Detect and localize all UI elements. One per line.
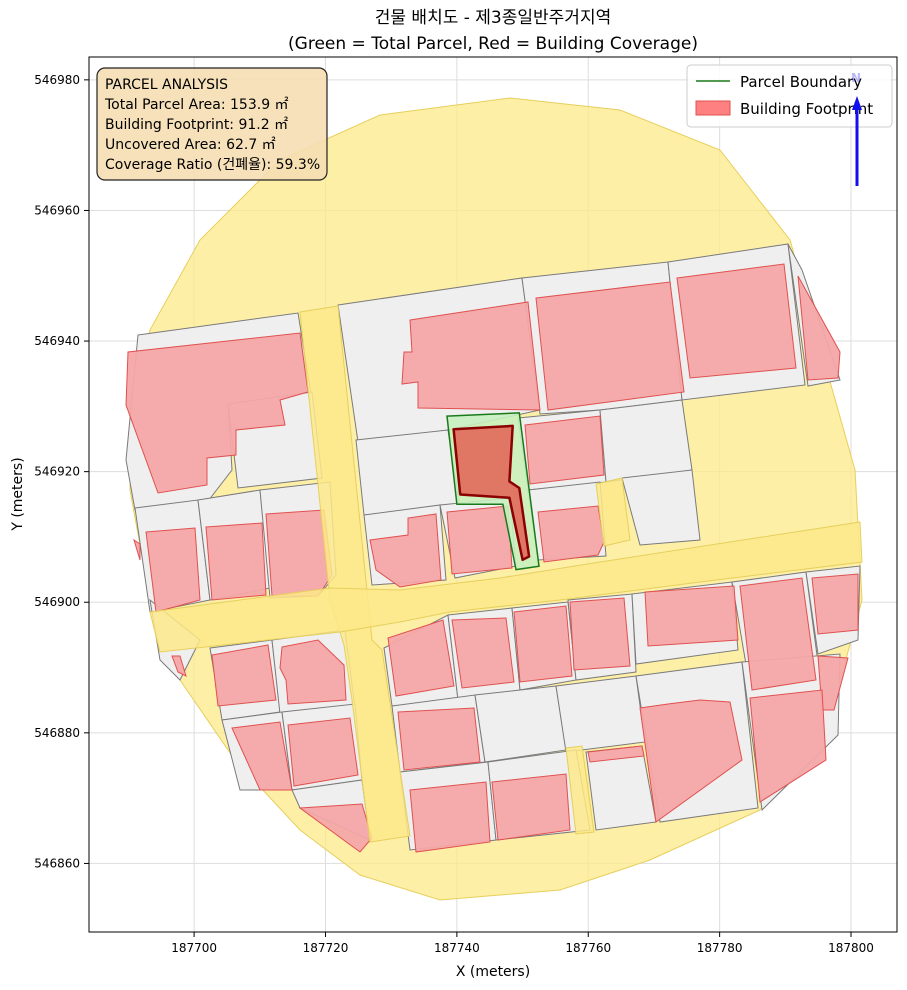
legend-parcel-label: Parcel Boundary — [740, 73, 862, 91]
chart-title-line1: 건물 배치도 - 제3종일반주거지역 — [375, 8, 611, 28]
building-footprint — [524, 415, 605, 485]
parcel — [355, 429, 461, 516]
north-arrow: N — [851, 71, 862, 186]
y-tick-label: 546980 — [34, 73, 80, 87]
info-heading: PARCEL ANALYSIS — [105, 77, 228, 93]
y-tick-label: 546900 — [34, 595, 80, 609]
building-footprint — [451, 617, 515, 689]
building-footprint — [211, 644, 277, 707]
building-footprint — [171, 655, 187, 677]
building-footprint — [569, 597, 631, 671]
building-footprint — [409, 781, 491, 853]
street-horizontal — [149, 521, 863, 653]
building-footprint — [491, 773, 571, 841]
parcel — [621, 469, 701, 546]
info-box-background — [96, 67, 328, 181]
x-tick-label: 187760 — [565, 941, 611, 955]
y-axis-label: Y (meters) — [10, 457, 26, 531]
building-footprint — [279, 639, 347, 705]
building-footprint — [287, 717, 359, 787]
building-footprint — [644, 585, 739, 647]
building-footprint — [811, 573, 859, 635]
chart-title-line2: (Green = Total Parcel, Red = Building Co… — [288, 34, 698, 54]
building-footprint — [125, 332, 309, 494]
legend-building-swatch — [695, 100, 731, 116]
building-footprint — [145, 527, 201, 613]
info-total-area: Total Parcel Area: 153.9 ㎡ — [104, 97, 289, 113]
x-tick-label: 187740 — [434, 941, 480, 955]
building-footprint — [387, 619, 455, 697]
building-footprint — [535, 281, 685, 411]
north-arrow-head-icon — [852, 96, 862, 110]
info-uncovered-area: Uncovered Area: 62.7 ㎡ — [105, 137, 276, 153]
plot-frame — [88, 56, 898, 933]
building-footprint — [401, 301, 541, 411]
y-tick-label: 546960 — [34, 203, 80, 217]
building-footprint — [537, 505, 605, 563]
north-label: N — [851, 71, 861, 85]
legend-box — [686, 64, 893, 128]
y-tick-label: 546920 — [34, 465, 80, 479]
legend-building-label: Building Footprint — [740, 100, 873, 118]
x-tick-label: 187780 — [697, 941, 743, 955]
info-coverage-ratio: Coverage Ratio (건폐율): 59.3% — [105, 157, 320, 173]
building-footprint — [639, 699, 743, 823]
building-footprint — [446, 505, 513, 575]
x-tick-label: 187800 — [828, 941, 874, 955]
building-footprint — [133, 538, 141, 561]
building-footprint — [749, 689, 827, 803]
buildings-layer — [125, 263, 859, 853]
building-footprint — [587, 745, 645, 763]
parcel — [474, 685, 567, 763]
parcel — [599, 399, 693, 483]
info-building-footprint: Building Footprint: 91.2 ㎡ — [105, 117, 288, 133]
building-footprint — [739, 577, 817, 691]
building-footprint — [231, 721, 293, 791]
streets-layer — [149, 305, 863, 843]
y-tick-label: 546860 — [34, 856, 80, 870]
building-footprint — [676, 263, 797, 379]
building-footprint — [797, 275, 841, 381]
y-tick-label: 546880 — [34, 726, 80, 740]
x-axis-ticks: 187700 187720 187740 187760 187780 187800 — [171, 932, 874, 955]
legend: Parcel Boundary Building Footprint — [686, 64, 893, 128]
target-building — [452, 424, 531, 562]
parcel-analysis-box: PARCEL ANALYSIS Total Parcel Area: 153.9… — [96, 67, 328, 181]
parcel — [555, 675, 646, 753]
building-footprint — [369, 513, 442, 588]
x-tick-label: 187720 — [303, 941, 349, 955]
target-layer — [446, 412, 540, 571]
street-connector — [595, 477, 631, 547]
y-tick-label: 546940 — [34, 334, 80, 348]
x-axis-label: X (meters) — [456, 964, 530, 980]
street-connector — [565, 745, 595, 835]
building-footprint — [265, 509, 333, 597]
x-tick-label: 187700 — [171, 941, 217, 955]
y-axis-ticks: 546860 546880 546900 546920 546940 546960 5469… — [34, 73, 89, 870]
building-footprint — [205, 522, 267, 601]
building-footprint — [513, 605, 573, 683]
building-footprint — [397, 707, 481, 771]
